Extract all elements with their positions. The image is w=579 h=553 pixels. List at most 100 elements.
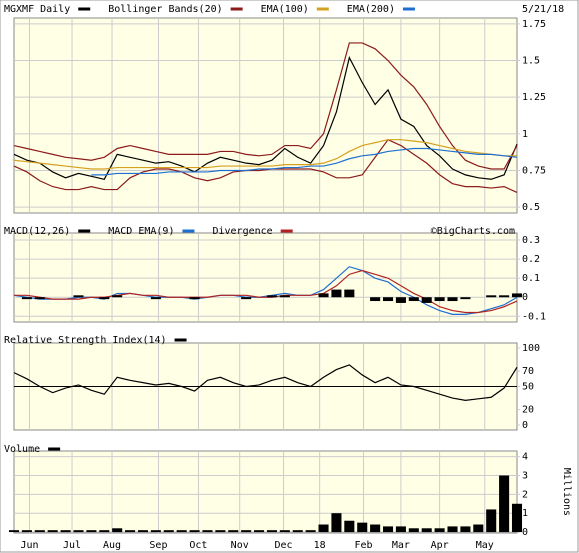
bar — [202, 530, 213, 533]
y-tick-label: 0 — [522, 527, 528, 538]
bar — [408, 528, 419, 533]
bar — [331, 289, 342, 298]
bar — [279, 295, 290, 298]
bar — [150, 530, 161, 533]
bar — [447, 297, 458, 302]
bar — [305, 530, 316, 533]
series-line — [91, 147, 518, 176]
x-tick-label: Feb — [354, 540, 372, 551]
bar — [99, 297, 110, 300]
plot-area — [13, 232, 518, 323]
bar — [266, 530, 277, 533]
y-tick-label: 1.5 — [522, 56, 540, 67]
bar — [511, 503, 523, 533]
bar — [318, 524, 329, 533]
bar — [112, 528, 123, 533]
x-tick-label: Mar — [392, 540, 410, 551]
bar — [215, 530, 226, 533]
bar — [357, 522, 368, 533]
bar — [499, 475, 510, 533]
bar — [382, 526, 394, 533]
bar — [318, 293, 329, 298]
y-tick-label: 0.2 — [522, 254, 540, 265]
bar — [292, 530, 303, 533]
legend-label: Relative Strength Index(14) — [4, 335, 167, 346]
y-tick-label: 0 — [522, 420, 528, 431]
y-tick-label: 1 — [522, 129, 528, 140]
y-tick-label: 1.25 — [522, 92, 546, 103]
bar — [241, 530, 252, 533]
bar — [370, 524, 381, 533]
bar — [395, 526, 406, 533]
plot-area — [13, 450, 518, 534]
y-tick-label: 70 — [522, 366, 534, 377]
bar — [8, 530, 20, 533]
x-tick-label: 18 — [314, 540, 326, 551]
series-line — [14, 269, 518, 314]
bar — [279, 530, 290, 533]
bar — [266, 295, 277, 298]
bar — [408, 297, 419, 302]
legend-label: Divergence — [212, 226, 272, 237]
bar — [473, 524, 484, 533]
bar — [189, 297, 200, 300]
legend-label: MACD(12,26) — [4, 226, 70, 237]
bar — [112, 295, 123, 298]
plot-area — [13, 17, 518, 214]
y-tick-label: 1 — [522, 508, 528, 519]
series-line — [13, 364, 518, 401]
series-line — [13, 138, 518, 194]
bar — [163, 530, 174, 533]
bar — [254, 530, 265, 533]
bar — [511, 293, 523, 298]
bar — [34, 530, 45, 533]
bar — [370, 297, 381, 302]
bar — [189, 530, 200, 533]
y-tick-label: 50 — [522, 382, 534, 393]
bar — [47, 530, 58, 533]
legend-label: MACD EMA(9) — [108, 226, 174, 237]
x-tick-label: Nov — [231, 540, 249, 551]
bar — [331, 513, 342, 533]
bar — [241, 297, 252, 300]
date-label: 5/21/18 — [522, 4, 564, 15]
y-tick-label: -0.1 — [522, 311, 546, 322]
x-tick-label: Jun — [20, 540, 38, 551]
bar — [486, 295, 497, 298]
annotation: ©BigCharts.com — [431, 226, 515, 237]
y-tick-label: 4 — [522, 452, 528, 463]
legend-label: Bollinger Bands(20) — [108, 4, 222, 15]
bar — [34, 297, 45, 300]
x-tick-label: Apr — [431, 540, 449, 551]
series-line — [13, 139, 517, 170]
y-tick-label: 3 — [522, 471, 528, 482]
bar — [344, 289, 355, 298]
legend-label: Volume — [4, 444, 40, 455]
bar — [228, 530, 239, 533]
y-tick-label: 20 — [522, 405, 534, 416]
bar — [460, 297, 471, 300]
y-tick-label: 0.75 — [522, 165, 546, 176]
bar — [137, 530, 149, 533]
bar — [86, 530, 97, 533]
y-tick-label: 0.3 — [522, 235, 540, 246]
bar — [344, 520, 355, 533]
bar — [21, 530, 32, 533]
bar — [395, 297, 406, 303]
bar — [421, 528, 432, 533]
bar — [21, 297, 32, 300]
y-tick-label: 0.5 — [522, 202, 540, 213]
series-line — [13, 42, 518, 170]
y-axis-label: Millions — [561, 468, 572, 516]
y-tick-label: 0.1 — [522, 273, 540, 284]
bar — [434, 528, 445, 533]
bar — [486, 509, 497, 533]
x-tick-label: Dec — [275, 540, 293, 551]
bar — [73, 295, 84, 298]
x-tick-label: Sep — [149, 540, 167, 551]
y-tick-label: 100 — [522, 343, 540, 354]
y-tick-label: 1.75 — [522, 19, 546, 30]
series-line — [13, 266, 518, 315]
legend-label: EMA(100) — [261, 4, 309, 15]
bar — [421, 297, 432, 303]
